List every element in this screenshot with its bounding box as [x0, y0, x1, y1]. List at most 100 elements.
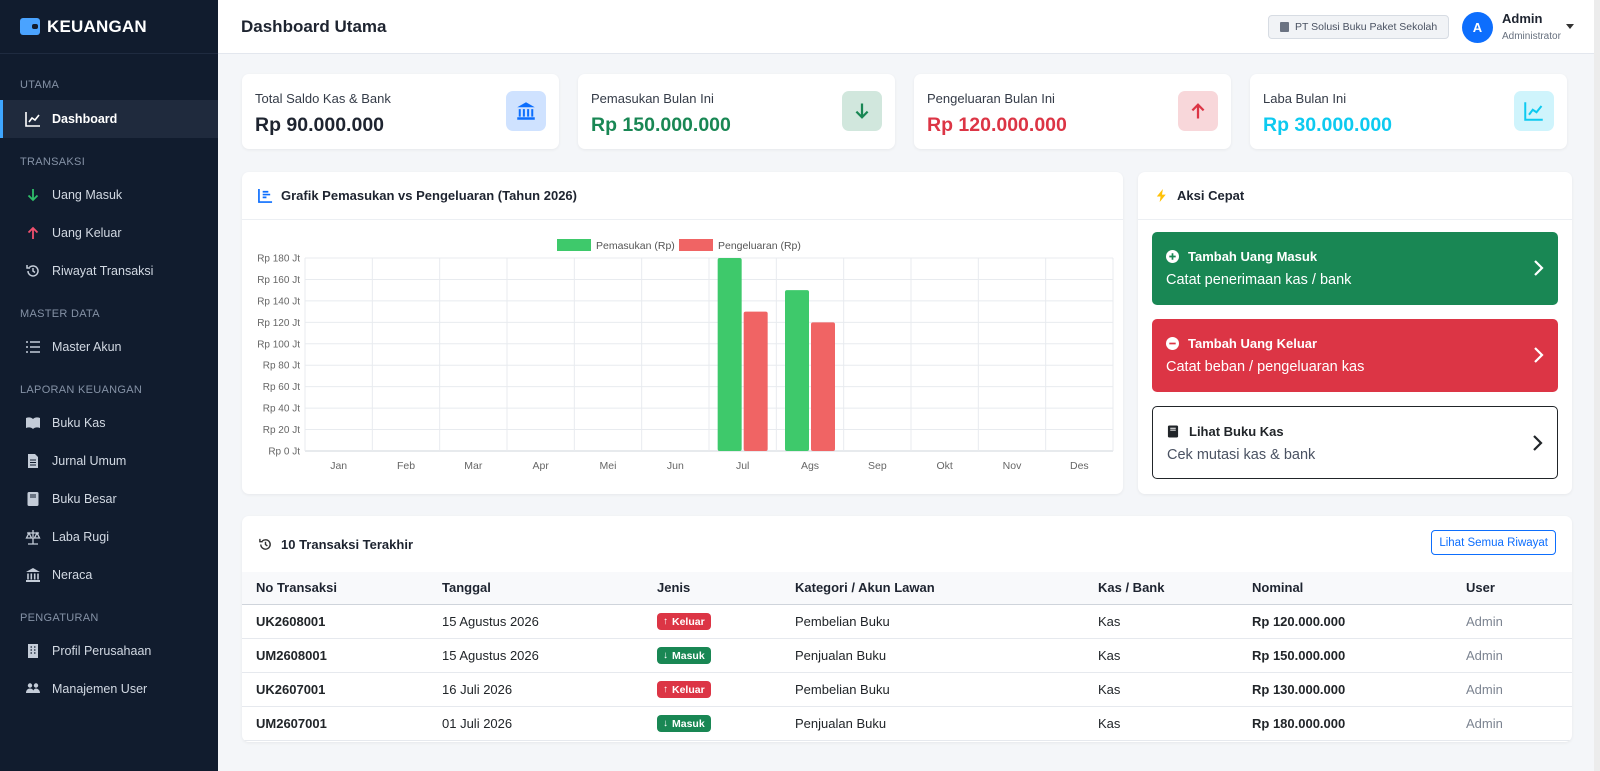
user-name[interactable]: Admin — [1502, 11, 1543, 26]
sidebar-item-label: Buku Kas — [52, 416, 106, 430]
bar-pemasukan-jul — [717, 258, 742, 451]
stat-value: Rp 150.000.000 — [591, 114, 731, 136]
tx-date: 15 Agustus 2026 — [428, 604, 643, 639]
nav-section-pengaturan: PENGATURAN — [20, 612, 99, 624]
status-badge: ↑ Keluar — [657, 613, 711, 630]
tx-date: 01 Juli 2026 — [428, 706, 643, 741]
tx-account: Kas — [1084, 604, 1238, 639]
stat-value: Rp 120.000.000 — [927, 114, 1067, 136]
tx-date: 15 Agustus 2026 — [428, 638, 643, 673]
brand[interactable]: KEUANGAN — [0, 0, 218, 54]
x-tick-label: Nov — [1003, 460, 1022, 472]
table-row[interactable]: UK2608001 15 Agustus 2026 ↑ Keluar Pembelian… — [242, 604, 1572, 639]
tx-category: Pembelian Buku — [781, 604, 1084, 639]
users-icon — [24, 680, 42, 698]
x-tick-label: Ags — [801, 460, 819, 472]
chevron-right-icon — [1534, 347, 1544, 363]
tx-type-cell: ↓ Masuk — [643, 638, 781, 673]
sidebar-item-jurnal-umum[interactable]: Jurnal Umum — [0, 442, 218, 480]
sidebar-item-riwayat-transaksi[interactable]: Riwayat Transaksi — [0, 252, 218, 290]
user-role: Administrator — [1502, 31, 1561, 42]
sidebar-item-label: Uang Keluar — [52, 226, 122, 240]
sidebar-item-manajemen-user[interactable]: Manajemen User — [0, 670, 218, 708]
book-icon — [1167, 425, 1179, 438]
book-open-icon — [24, 414, 42, 432]
add-expense-button[interactable]: Tambah Uang Keluar Catat beban / pengelu… — [1152, 319, 1558, 392]
sidebar-item-profil-perusahaan[interactable]: Profil Perusahaan — [0, 632, 218, 670]
history-icon — [24, 262, 42, 280]
sidebar-item-uang-masuk[interactable]: Uang Masuk — [0, 176, 218, 214]
col-category: Kategori / Akun Lawan — [781, 572, 1084, 605]
x-tick-label: Mei — [600, 460, 617, 472]
legend-label: Pengeluaran (Rp) — [718, 240, 801, 252]
x-tick-label: Jun — [667, 460, 684, 472]
tx-amount: Rp 120.000.000 — [1238, 604, 1452, 639]
legend-label: Pemasukan (Rp) — [596, 240, 675, 252]
add-income-button[interactable]: Tambah Uang Masuk Catat penerimaan kas /… — [1152, 232, 1558, 305]
chart-card-header: Grafik Pemasukan vs Pengeluaran (Tahun 2… — [242, 172, 1123, 220]
stat-card-laba: Laba Bulan Ini Rp 30.000.000 — [1250, 74, 1567, 149]
quick-actions-title: Aksi Cepat — [1177, 188, 1245, 203]
sidebar-item-buku-besar[interactable]: Buku Besar — [0, 480, 218, 518]
history-icon — [259, 538, 271, 550]
table-row[interactable]: UM2608001 15 Agustus 2026 ↓ Masuk Penjualan … — [242, 638, 1572, 673]
x-tick-label: Jan — [330, 460, 347, 472]
x-tick-label: Des — [1070, 460, 1089, 472]
qa-subtitle: Cek mutasi kas & bank — [1167, 447, 1316, 463]
sidebar-item-label: Buku Besar — [52, 492, 117, 506]
sidebar-item-uang-keluar[interactable]: Uang Keluar — [0, 214, 218, 252]
chart-line-icon — [1514, 91, 1554, 131]
sidebar-item-master-akun[interactable]: Master Akun — [0, 328, 218, 366]
tx-type-cell: ↓ Masuk — [643, 706, 781, 741]
stat-card-pengeluaran: Pengeluaran Bulan Ini Rp 120.000.000 — [914, 74, 1231, 149]
y-tick-label: Rp 80 Jt — [263, 361, 300, 372]
building-icon — [24, 642, 42, 660]
tx-user: Admin — [1452, 604, 1572, 639]
page-scrollbar[interactable] — [1594, 0, 1600, 771]
sidebar: KEUANGAN UTAMA Dashboard TRANSAKSI Uang … — [0, 0, 218, 771]
sidebar-item-dashboard[interactable]: Dashboard — [0, 100, 218, 138]
x-tick-label: Sep — [868, 460, 887, 472]
col-user: User — [1452, 572, 1572, 605]
tx-category: Penjualan Buku — [781, 638, 1084, 673]
sidebar-item-laba-rugi[interactable]: Laba Rugi — [0, 518, 218, 556]
tx-type-cell: ↑ Keluar — [643, 604, 781, 639]
y-tick-label: Rp 140 Jt — [257, 296, 300, 307]
stat-value: Rp 90.000.000 — [255, 114, 385, 136]
tx-category: Pembelian Buku — [781, 672, 1084, 707]
chevron-down-icon[interactable] — [1566, 24, 1574, 29]
x-tick-label: Feb — [397, 460, 415, 472]
sidebar-item-label: Manajemen User — [52, 682, 148, 696]
stat-card-pemasukan: Pemasukan Bulan Ini Rp 150.000.000 — [578, 74, 895, 149]
qa-subtitle: Catat beban / pengeluaran kas — [1166, 359, 1365, 375]
book-icon — [24, 490, 42, 508]
company-badge[interactable]: PT Solusi Buku Paket Sekolah — [1268, 15, 1450, 39]
y-tick-label: Rp 0 Jt — [268, 447, 300, 458]
transactions-title: 10 Transaksi Terakhir — [281, 536, 414, 552]
x-tick-label: Jul — [736, 460, 749, 472]
tx-category: Penjualan Buku — [781, 706, 1084, 741]
transactions-header: 10 Transaksi Terakhir — [242, 516, 1572, 572]
chevron-right-icon — [1533, 435, 1543, 451]
table-row[interactable]: UM2607001 01 Juli 2026 ↓ Masuk Penjualan Buk… — [242, 706, 1572, 741]
badge-label: Keluar — [672, 615, 705, 628]
qa-subtitle: Catat penerimaan kas / bank — [1166, 272, 1352, 288]
legend-swatch — [557, 239, 591, 251]
stat-label: Pemasukan Bulan Ini — [591, 91, 714, 106]
col-amount: Nominal — [1238, 572, 1452, 605]
building-icon — [1280, 22, 1289, 32]
view-all-history-button[interactable]: Lihat Semua Riwayat — [1431, 530, 1556, 555]
arrow-up-icon: ↑ — [663, 616, 668, 627]
sidebar-item-label: Laba Rugi — [52, 530, 109, 544]
table-row[interactable]: UK2607001 16 Juli 2026 ↑ Keluar Pembelian Bu… — [242, 672, 1572, 707]
qa-title: Tambah Uang Masuk — [1188, 249, 1318, 264]
avatar[interactable]: A — [1462, 12, 1493, 43]
tx-account: Kas — [1084, 672, 1238, 707]
chart-bar-icon — [258, 188, 273, 203]
view-cash-book-button[interactable]: Lihat Buku Kas Cek mutasi kas & bank — [1152, 406, 1558, 479]
sidebar-item-neraca[interactable]: Neraca — [0, 556, 218, 594]
x-tick-label: Mar — [464, 460, 483, 472]
x-tick-label: Apr — [532, 460, 549, 472]
sidebar-item-buku-kas[interactable]: Buku Kas — [0, 404, 218, 442]
y-tick-label: Rp 40 Jt — [263, 404, 300, 415]
